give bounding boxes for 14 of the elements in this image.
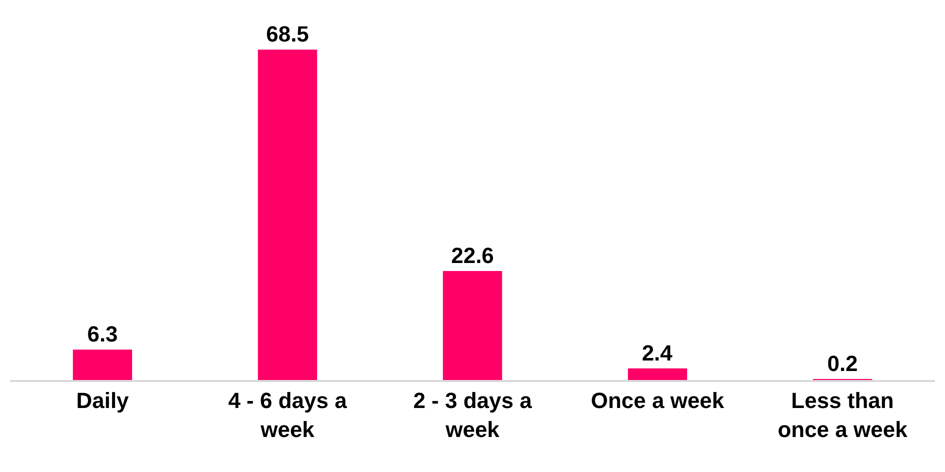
bar <box>628 368 688 380</box>
data-label: 22.6 <box>451 243 494 268</box>
data-label: 6.3 <box>87 322 118 347</box>
x-tick-label: Less than once a week <box>778 388 908 442</box>
data-label: 0.2 <box>827 351 858 376</box>
x-tick-label: Once a week <box>590 388 725 414</box>
bar <box>258 50 318 380</box>
data-label: 68.5 <box>266 22 309 47</box>
bar <box>72 350 132 380</box>
bar <box>442 271 502 380</box>
data-label: 2.4 <box>642 340 674 366</box>
x-tick-label: 2 - 3 days a week <box>413 388 533 442</box>
x-tick-label: 4 - 6 days a week <box>228 388 348 442</box>
x-tick-label: Daily <box>76 388 130 414</box>
